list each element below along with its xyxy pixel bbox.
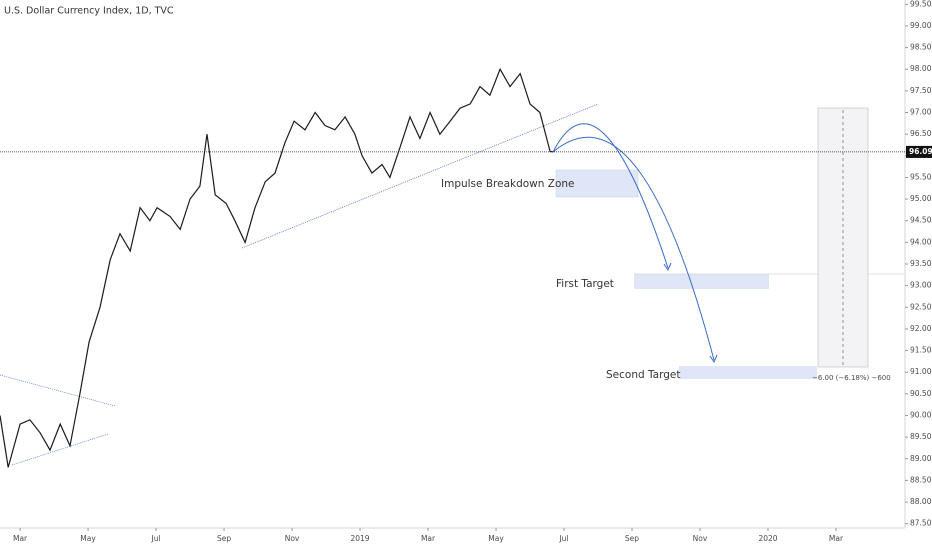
y-tick-label: 94.50 — [910, 216, 932, 225]
y-tick-label: 95.00 — [910, 194, 932, 203]
x-tick-label: Jul — [558, 534, 568, 543]
price-line — [0, 67, 554, 468]
y-tick-label: 89.00 — [910, 454, 932, 463]
y-tick-label: 99.00 — [910, 21, 932, 30]
x-tick-label: Mar — [829, 534, 844, 543]
annotation: First Target — [556, 278, 614, 290]
y-tick-label: 88.00 — [910, 497, 932, 506]
y-tick-label: 94.00 — [910, 237, 932, 246]
y-tick-label: 93.00 — [910, 281, 932, 290]
zone — [634, 274, 769, 289]
annotation: −6.00 (−6.18%) −600 — [812, 374, 891, 382]
x-tick-label: May — [80, 534, 96, 543]
annotation: Impulse Breakdown Zone — [441, 178, 575, 190]
last-price-label: 96.09 — [909, 147, 932, 156]
y-tick-label: 99.50 — [910, 0, 932, 8]
annotation: Second Target — [606, 369, 680, 381]
x-tick-label: Nov — [285, 534, 300, 543]
y-tick-label: 87.50 — [910, 519, 932, 528]
y-tick-label: 92.50 — [910, 302, 932, 311]
y-tick-label: 93.50 — [910, 259, 932, 268]
x-tick-label: Jul — [151, 534, 161, 543]
x-tick-label: Sep — [625, 534, 639, 543]
y-tick-label: 95.50 — [910, 172, 932, 181]
y-tick-label: 96.50 — [910, 129, 932, 138]
y-tick-label: 98.50 — [910, 43, 932, 52]
projection-arc — [552, 123, 669, 269]
y-tick-label: 98.00 — [910, 64, 932, 73]
x-tick-label: Sep — [217, 534, 231, 543]
zone — [555, 169, 639, 198]
y-tick-label: 89.50 — [910, 432, 932, 441]
y-tick-label: 90.00 — [910, 410, 932, 419]
chart-title: U.S. Dollar Currency Index, 1D, TVC — [4, 6, 174, 17]
trendline — [241, 103, 599, 249]
x-tick-label: 2019 — [350, 534, 369, 543]
zone — [679, 366, 817, 379]
y-tick-label: 97.00 — [910, 108, 932, 117]
x-tick-label: May — [488, 534, 504, 543]
y-tick-label: 88.50 — [910, 475, 932, 484]
y-tick-label: 90.50 — [910, 389, 932, 398]
last-price-tag — [906, 145, 932, 158]
arrow-head — [663, 262, 718, 364]
y-tick-label: 91.50 — [910, 346, 932, 355]
trendline — [11, 433, 109, 466]
y-tick-label: 97.50 — [910, 86, 932, 95]
x-tick-label: Mar — [421, 534, 436, 543]
y-tick-label: 92.00 — [910, 324, 932, 333]
x-tick-label: Mar — [13, 534, 28, 543]
x-tick-label: Nov — [693, 534, 708, 543]
projection-arc — [552, 136, 715, 361]
x-tick-label: 2020 — [758, 534, 777, 543]
y-tick-label: 91.00 — [910, 367, 932, 376]
